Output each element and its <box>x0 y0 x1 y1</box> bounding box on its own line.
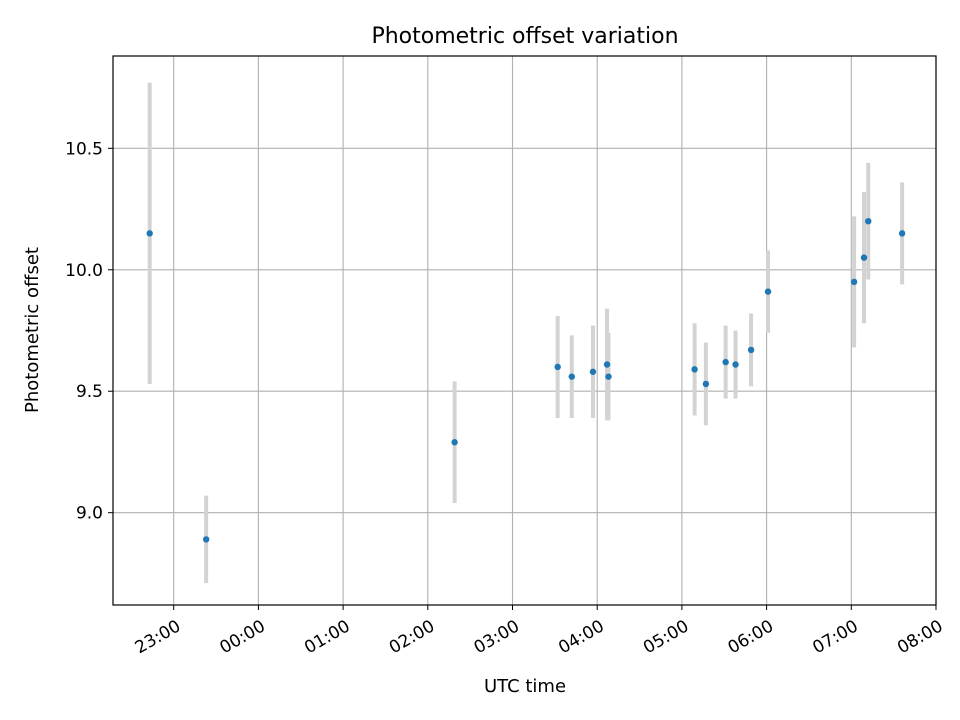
data-point <box>850 278 858 286</box>
data-point <box>722 358 729 366</box>
y-tick-label: 10.5 <box>65 139 103 159</box>
data-point <box>603 361 611 368</box>
data-point <box>451 439 458 446</box>
data-point <box>865 217 872 225</box>
data-point <box>747 346 755 354</box>
data-point <box>146 230 153 237</box>
data-point <box>702 380 710 388</box>
data-point <box>764 288 772 295</box>
data-point <box>732 361 739 368</box>
y-tick-label: 9.5 <box>76 382 103 402</box>
data-point <box>691 366 698 373</box>
data-point <box>202 536 210 543</box>
grid <box>113 56 937 605</box>
data-point <box>568 373 575 380</box>
y-tick-label: 9.0 <box>76 504 103 524</box>
x-axis-label: UTC time <box>484 676 566 697</box>
y-axis: 9.0 9.5 10.0 10.5 <box>65 139 113 524</box>
data-point <box>589 368 597 375</box>
plot-frame <box>112 55 937 606</box>
y-axis-label: Photometric offset <box>22 247 43 413</box>
data-point <box>860 254 868 261</box>
chart-title: Photometric offset variation <box>371 24 678 49</box>
data-point <box>898 230 906 237</box>
data-point <box>605 373 612 380</box>
data-point <box>554 363 561 371</box>
data-points <box>146 217 906 543</box>
y-tick-label: 10.0 <box>65 261 103 281</box>
